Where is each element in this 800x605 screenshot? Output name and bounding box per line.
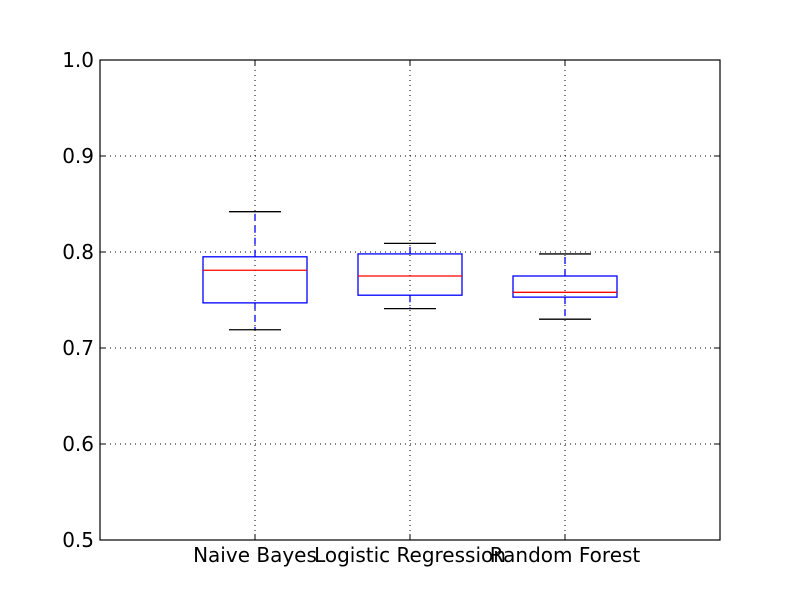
y-tick-label: 0.7 (62, 336, 94, 360)
y-tick-label: 1.0 (62, 48, 94, 72)
box-group (512, 253, 618, 320)
x-tick-label: Random Forest (490, 543, 641, 567)
box-group (357, 242, 463, 310)
iqr-box (202, 256, 308, 304)
tick-layer (100, 59, 720, 541)
y-tick-label: 0.5 (62, 528, 94, 552)
y-tick-label: 0.6 (62, 432, 94, 456)
box-layer (202, 211, 618, 331)
y-tick-label: 0.8 (62, 240, 94, 264)
box-group (202, 211, 308, 331)
y-tick-label: 0.9 (62, 144, 94, 168)
iqr-box (357, 253, 463, 296)
x-tick-label: Logistic Regression (314, 543, 506, 567)
iqr-box (512, 275, 618, 298)
x-tick-label: Naive Bayes (193, 543, 317, 567)
